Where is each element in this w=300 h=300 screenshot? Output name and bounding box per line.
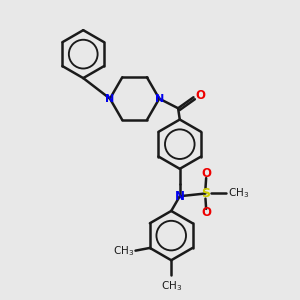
Text: CH$_3$: CH$_3$ bbox=[228, 187, 250, 200]
Text: N: N bbox=[175, 190, 185, 203]
Text: CH$_3$: CH$_3$ bbox=[112, 244, 134, 258]
Text: S: S bbox=[201, 187, 210, 200]
Text: O: O bbox=[195, 89, 205, 102]
Text: N: N bbox=[154, 94, 164, 103]
Text: CH$_3$: CH$_3$ bbox=[160, 279, 182, 292]
Text: O: O bbox=[201, 206, 211, 220]
Text: N: N bbox=[105, 94, 115, 103]
Text: O: O bbox=[201, 167, 211, 181]
